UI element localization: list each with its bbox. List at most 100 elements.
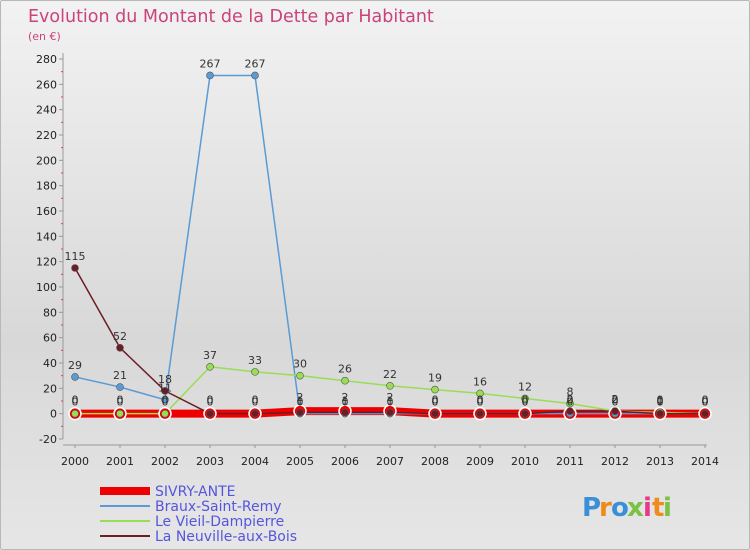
x-tick-label: 2007	[376, 455, 404, 468]
data-label: 21	[113, 369, 127, 382]
y-tick-label: 200	[36, 154, 57, 167]
logo-letter: i	[643, 493, 652, 523]
logo-letter: t	[652, 493, 664, 523]
data-label: 29	[68, 359, 82, 372]
data-label: 0	[72, 396, 79, 409]
data-label: 0	[297, 396, 304, 409]
data-label: 18	[158, 373, 172, 386]
x-tick-label: 2000	[61, 455, 89, 468]
data-point	[116, 383, 124, 391]
x-tick-label: 2014	[691, 455, 719, 468]
x-tick-label: 2010	[511, 455, 539, 468]
legend-label: La Neuville-aux-Bois	[155, 529, 297, 545]
data-point	[386, 408, 394, 417]
data-label: 0	[432, 396, 439, 409]
y-tick-label: 240	[36, 104, 57, 117]
data-label: 1	[387, 394, 394, 407]
data-point	[566, 407, 574, 415]
data-point	[296, 371, 304, 380]
data-label: 0	[207, 396, 214, 409]
data-label: 0	[567, 396, 574, 409]
y-tick-label: 140	[36, 230, 57, 243]
data-point	[206, 362, 214, 371]
data-label: 2	[387, 391, 394, 404]
data-point	[521, 409, 529, 418]
data-label: 16	[473, 375, 487, 388]
data-label: 0	[207, 394, 214, 407]
data-label: 8	[567, 386, 574, 399]
data-label: 0	[522, 396, 529, 409]
y-tick-label: 100	[36, 281, 57, 294]
data-point	[656, 409, 664, 418]
data-point	[611, 407, 619, 415]
data-label: 0	[162, 394, 169, 407]
data-point	[386, 381, 394, 390]
data-label: 0	[72, 394, 79, 407]
y-tick-label: 40	[43, 357, 57, 370]
data-label: 0	[567, 394, 574, 407]
data-label: 19	[428, 372, 442, 385]
logo-letter: r	[599, 493, 612, 523]
data-label: 37	[203, 349, 217, 362]
data-label: 0	[432, 394, 439, 407]
data-label: 0	[342, 396, 349, 409]
data-label: 267	[200, 57, 221, 70]
data-label: 2	[612, 393, 619, 406]
y-tick-label: -20	[39, 433, 57, 446]
data-label: 0	[657, 396, 664, 409]
data-label: 52	[113, 330, 127, 343]
data-point	[476, 409, 484, 418]
series-line-1	[74, 74, 705, 415]
data-point	[341, 408, 349, 417]
data-label: 1	[657, 394, 664, 407]
x-tick-label: 2002	[151, 455, 179, 468]
data-label: 0	[702, 394, 709, 407]
data-label: 0	[702, 396, 709, 409]
axes: -200204060801001201401601802002202402602…	[36, 53, 719, 468]
data-label: 0	[432, 396, 439, 409]
y-tick-label: 280	[36, 53, 57, 66]
data-point	[206, 409, 214, 418]
data-label: 0	[477, 396, 484, 409]
data-label: 0	[522, 396, 529, 409]
data-label: 0	[162, 396, 169, 409]
data-label: 2	[567, 393, 574, 406]
data-label: 22	[383, 368, 397, 381]
data-label: 2	[612, 393, 619, 406]
data-label: 33	[248, 354, 262, 367]
data-point	[251, 368, 259, 376]
data-point	[431, 385, 439, 394]
logo-letter: P	[582, 493, 601, 523]
x-tick-label: 2005	[286, 455, 314, 468]
logo-letter: x	[627, 493, 644, 523]
data-label: 0	[657, 394, 664, 407]
y-tick-label: 20	[43, 382, 57, 395]
data-label: 0	[117, 394, 124, 407]
data-label: 0	[477, 396, 484, 409]
legend-label: SIVRY-ANTE	[155, 484, 236, 500]
data-point	[251, 71, 259, 80]
data-label: 267	[245, 57, 266, 70]
x-tick-label: 2009	[466, 455, 494, 468]
data-label: 30	[293, 358, 307, 371]
data-point	[161, 409, 169, 418]
data-point	[71, 373, 79, 381]
data-label: 0	[702, 396, 709, 409]
data-point	[116, 343, 124, 352]
data-label: 2	[342, 391, 349, 404]
data-point	[251, 409, 259, 418]
data-point	[161, 395, 169, 404]
legend-label: Le Vieil-Dampierre	[155, 514, 284, 530]
data-label: 0	[612, 396, 619, 409]
data-point	[521, 394, 529, 403]
data-label: 1	[297, 394, 304, 407]
x-tick-label: 2004	[241, 455, 269, 468]
data-point	[296, 408, 304, 417]
y-tick-label: 60	[43, 332, 57, 345]
x-tick-label: 2001	[106, 455, 134, 468]
logo-letter: i	[663, 493, 672, 523]
data-point	[71, 409, 79, 418]
